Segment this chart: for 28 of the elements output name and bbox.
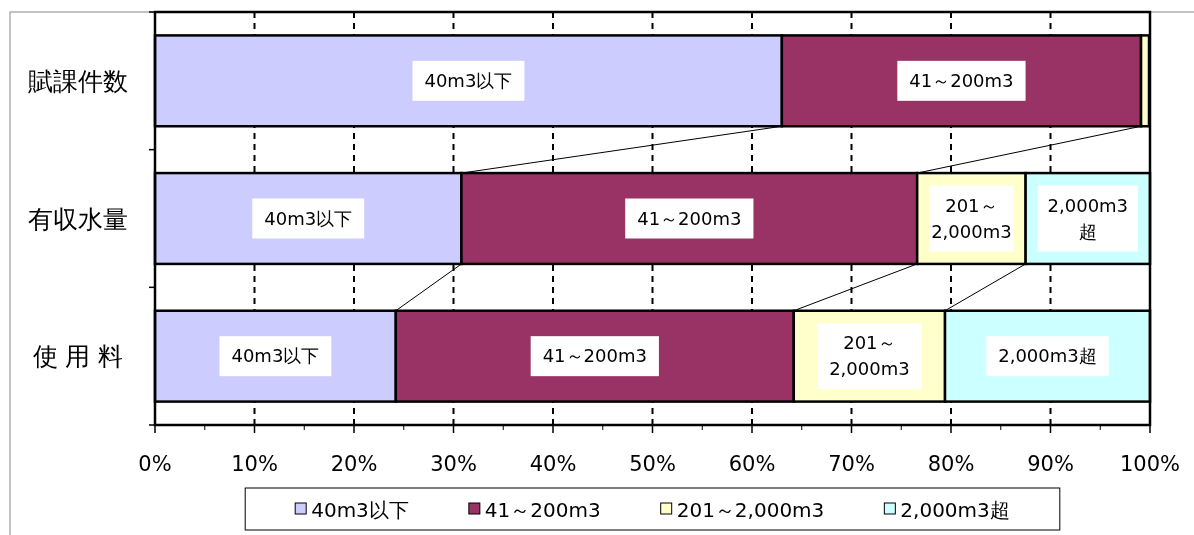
legend-label: 201～2,000m3 [676,498,825,522]
annotation: 201～2,000m3 [931,194,1012,242]
y-tick-label: 有収水量 [28,204,128,234]
x-tick-label: 70% [828,452,875,476]
x-tick-label: 50% [629,452,676,476]
x-tick-label: 100% [1119,452,1181,476]
legend-label: 2,000m3超 [900,498,1010,522]
annotation: 201～2,000m3 [829,332,910,380]
legend-label: 40m3以下 [311,498,409,522]
annotation: 40m3以下 [231,345,320,367]
annotation: 2,000m3超 [1047,194,1129,242]
annotation: 40m3以下 [264,207,353,229]
x-tick-label: 20% [330,452,378,476]
y-tick-label: 賦課件数 [28,66,128,96]
x-tick-label: 40% [529,452,577,476]
x-tick-label: 60% [728,452,776,476]
annotation: 41～200m3 [637,207,742,229]
annotation: 2,000m3超 [998,345,1097,367]
x-tick-label: 80% [927,452,975,476]
annotation: 41～200m3 [909,69,1014,91]
annotation: 41～200m3 [542,345,647,367]
x-tick-label: 30% [430,452,477,476]
y-tick-label: 使 用 料 [32,342,124,372]
x-tick-label: 90% [1027,452,1074,476]
legend-label: 41～200m3 [484,498,601,522]
x-tick-label: 10% [231,452,278,476]
x-tick-label: 0% [138,452,172,476]
annotation: 40m3以下 [424,69,513,91]
